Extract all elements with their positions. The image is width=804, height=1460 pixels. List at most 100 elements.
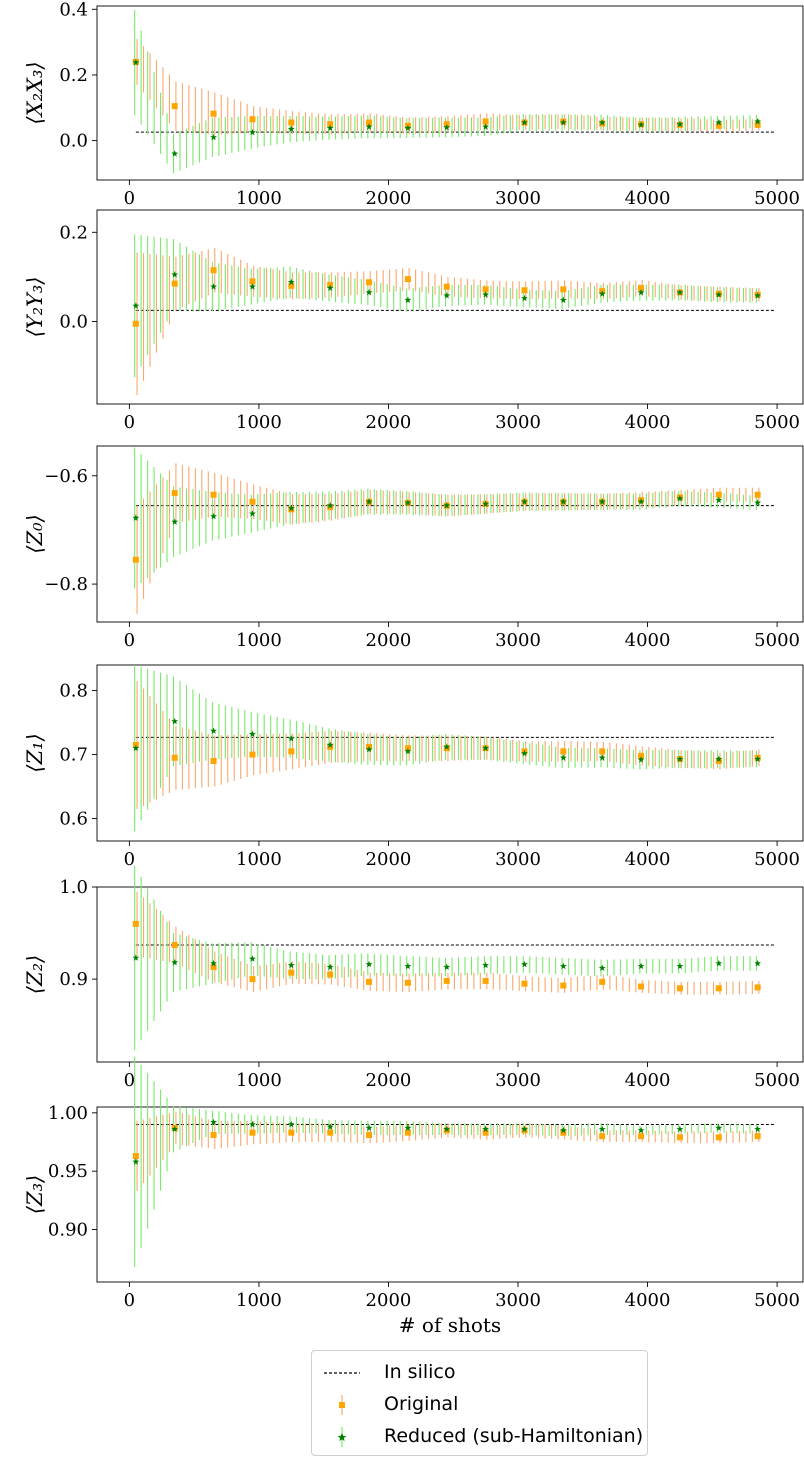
original-marker [132,1153,139,1159]
original-marker [754,984,761,991]
reduced-marker [171,717,179,725]
x-tick-label: 3000 [495,630,541,651]
reduced-marker [637,121,645,128]
reduced-marker [521,960,528,968]
reduced-marker [249,510,256,517]
reduced-marker [637,962,645,970]
reduced-marker [637,1126,645,1134]
reduced-marker [443,123,451,131]
x-tick-label: 3000 [495,1070,541,1091]
reduced-marker [365,123,373,130]
x-tick-label: 2000 [366,1070,412,1091]
reduced-marker [404,747,412,755]
original-marker [599,978,606,985]
legend-item-reduced: Reduced (sub-Hamiltonian) [312,1423,647,1451]
reduced-marker [676,120,684,128]
original-marker [171,103,178,110]
x-tick-label: 4000 [625,1290,671,1311]
original-marker [327,1129,334,1136]
x-tick-label: 0 [124,849,135,870]
original-marker [288,282,295,289]
x-tick-label: 3000 [495,849,541,870]
reduced-marker [171,518,179,525]
original-marker [599,748,606,755]
y-tick-label: 0.90 [48,1220,88,1241]
y-axis-label: ⟨X₂X₃⟩ [23,61,47,124]
original-marker [171,280,178,287]
reduced-marker [559,754,567,761]
y-tick-label: 0.4 [59,0,88,20]
reduced-marker [559,296,567,303]
original-marker [521,980,528,987]
x-tick-label: 1000 [236,188,282,209]
original-marker [560,982,567,989]
y-axis-label: ⟨Y₂Y₃⟩ [23,277,47,338]
reduced-marker [715,496,723,504]
legend-green-star-icon [337,1427,347,1447]
x-tick-label: 5000 [754,849,800,870]
reduced-marker [754,1125,762,1133]
reduced-marker [637,498,645,505]
chart-legend: In silico Original Reduced (sub-Hamilton… [311,1350,648,1456]
legend-item-original: Original [312,1391,647,1419]
reduced-marker [210,283,218,290]
original-marker [249,498,256,505]
panel-5: 0.90 0.95 1.00 0 1000 2000 3000 4000 5000 ⟨Z₃⟩ [23,1056,804,1311]
original-marker [210,110,217,117]
y-tick-label: −0.6 [44,466,88,487]
y-tick-label: 0.8 [59,681,88,702]
x-tick-label: 1000 [236,630,282,651]
reduced-marker [287,1120,295,1128]
reduced-marker [132,744,140,752]
reduced-marker [559,498,567,505]
reduced-marker [404,499,412,506]
legend-dashed-line-icon [324,1372,360,1374]
panel-3: 0.6 0.7 0.8 0 1000 2000 3000 4000 5000 ⟨Z₁⟩ [23,664,804,870]
reduced-marker [171,1125,179,1133]
reduced-marker [287,125,295,133]
reduced-marker [249,1120,256,1128]
x-tick-label: 0 [124,1290,135,1311]
original-marker [404,979,411,986]
x-tick-label: 2000 [366,412,412,433]
legend-label-original: Original [384,1393,459,1415]
y-tick-label: 1.00 [48,1103,88,1124]
reduced-marker [404,1124,412,1131]
original-marker [754,1133,761,1140]
reduced-marker [676,494,684,502]
reduced-marker [326,124,334,132]
original-marker [715,122,722,129]
original-marker [754,121,761,128]
original-marker [482,1129,489,1136]
x-tick-label: 2000 [366,1290,412,1311]
panel-4: 0.9 1.0 0 1000 2000 3000 4000 5000 ⟨Z₂⟩ [23,865,804,1091]
reduced-marker [521,498,528,505]
reduced-marker [365,960,373,968]
reduced-marker [249,283,256,290]
original-marker [560,286,567,293]
original-marker [366,119,373,126]
original-marker [249,278,256,285]
reduced-marker [287,961,295,969]
original-marker [482,118,489,125]
original-marker [249,116,256,123]
reduced-marker [404,962,412,970]
original-marker [171,754,178,761]
original-marker [249,1129,256,1136]
x-tick-label: 0 [124,188,135,209]
plot-frame [96,209,804,405]
reduced-marker [559,1126,567,1134]
reduced-marker [326,284,334,291]
reduced-marker [521,118,528,126]
reduced-marker [210,512,218,520]
original-marker [715,758,722,764]
reduced-marker [598,964,606,971]
x-tick-label: 0 [124,630,135,651]
x-tick-label: 3000 [495,412,541,433]
y-axis-label: ⟨Z₂⟩ [23,955,47,994]
original-marker [443,977,450,984]
x-tick-label: 1000 [236,1290,282,1311]
legend-label-in-silico: In silico [384,1361,456,1383]
original-marker [599,1133,606,1140]
